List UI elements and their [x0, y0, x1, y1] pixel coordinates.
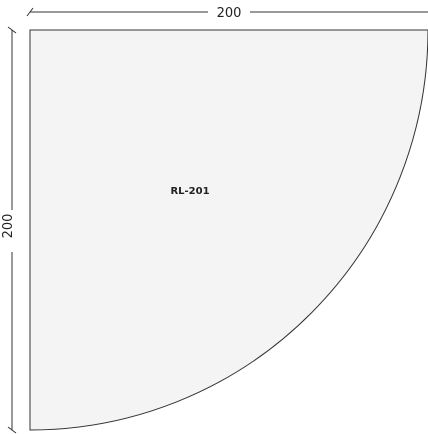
height-dimension-tick-bottom [7, 426, 17, 434]
quarter-circle-panel [29, 29, 428, 431]
width-dimension: 200 [26, 6, 428, 21]
height-dimension: 200 [1, 26, 17, 434]
width-dimension-tick-left [26, 7, 34, 17]
width-dimension-value: 200 [217, 6, 242, 21]
height-dimension-value: 200 [1, 214, 16, 239]
part-label: RL-201 [170, 186, 209, 197]
height-dimension-tick-top [7, 26, 17, 34]
